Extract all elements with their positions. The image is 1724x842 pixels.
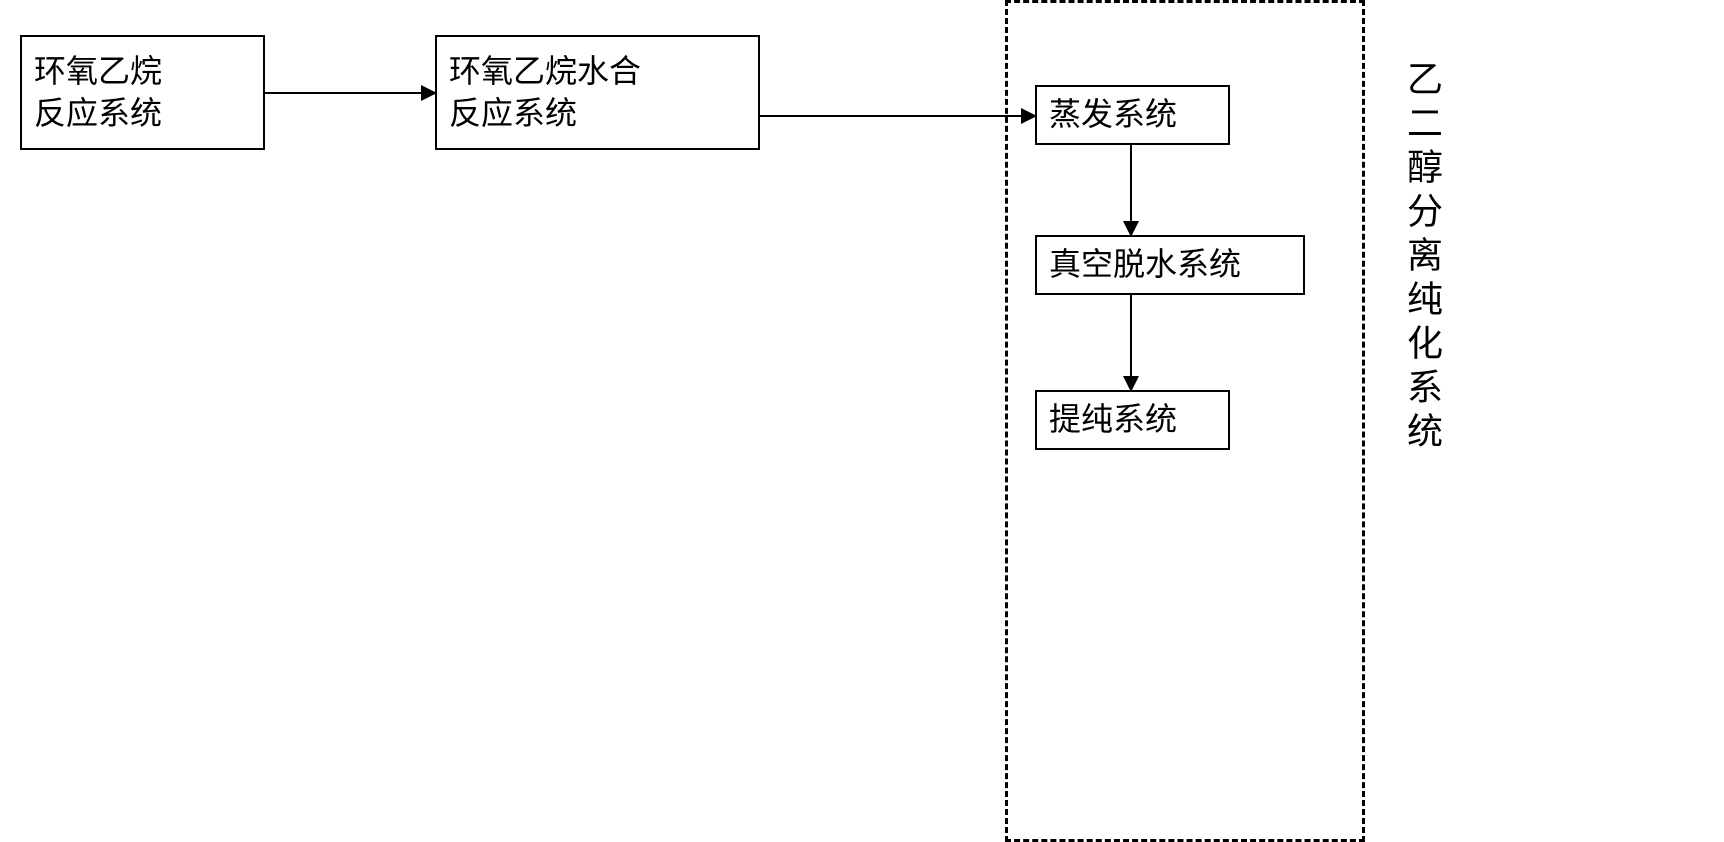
node-label: 环氧乙烷水合 反应系统: [449, 51, 641, 134]
node-vacuum-dehydration: 真空脱水系统: [1035, 235, 1305, 295]
node-label: 环氧乙烷 反应系统: [34, 51, 162, 134]
edge-e3: [1130, 145, 1132, 235]
edge-e4: [1130, 295, 1132, 390]
node-label: 提纯系统: [1049, 399, 1177, 441]
node-eo-hydration: 环氧乙烷水合 反应系统: [435, 35, 760, 150]
node-label: 真空脱水系统: [1049, 244, 1241, 286]
node-evaporation: 蒸发系统: [1035, 85, 1230, 145]
group-label: 乙二醇分离纯化系统: [1395, 60, 1449, 456]
node-purification: 提纯系统: [1035, 390, 1230, 450]
edge-e2: [760, 115, 1035, 117]
node-eo-reaction: 环氧乙烷 反应系统: [20, 35, 265, 150]
node-label: 蒸发系统: [1049, 94, 1177, 136]
edge-e1: [265, 92, 435, 94]
